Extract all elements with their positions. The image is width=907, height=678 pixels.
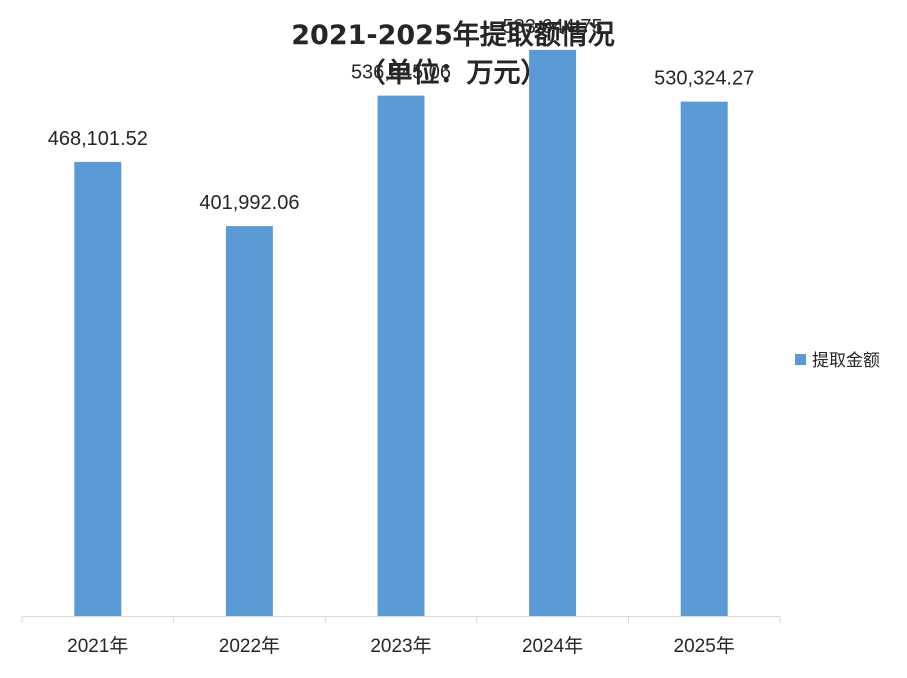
- data-label-1: 468,101.52: [48, 128, 148, 150]
- x-tick-label-2: 2022年: [219, 635, 280, 657]
- bar-2: [225, 226, 273, 616]
- x-tick-label-4: 2024年: [522, 635, 583, 657]
- x-tick-label-3: 2023年: [370, 635, 431, 657]
- bar-1: [74, 161, 122, 616]
- chart-subtitle: （单位：万元）: [359, 57, 548, 89]
- legend-label: 提取金额: [812, 351, 880, 371]
- data-labels-layer: 468,101.52 401,992.06 536,545.06 583,644.75…: [48, 16, 755, 214]
- bars-layer: [74, 49, 728, 617]
- data-label-5: 530,324.27: [654, 68, 754, 90]
- data-label-2: 401,992.06: [199, 192, 299, 214]
- x-tick-label-5: 2025年: [674, 635, 735, 657]
- legend-swatch: [795, 354, 806, 365]
- x-tick-label-1: 2021年: [67, 635, 128, 657]
- bar-5: [680, 101, 728, 617]
- bar-3: [377, 95, 425, 617]
- data-label-4: 583,644.75: [503, 16, 603, 38]
- legend: 提取金额: [795, 351, 880, 371]
- data-label-3: 536,545.06: [351, 62, 451, 84]
- x-axis: 2021年 2022年 2023年 2024年 2025年: [21, 616, 781, 657]
- bar-4: [529, 49, 577, 616]
- chart-title: 2021-2025年提取额情况: [291, 19, 615, 51]
